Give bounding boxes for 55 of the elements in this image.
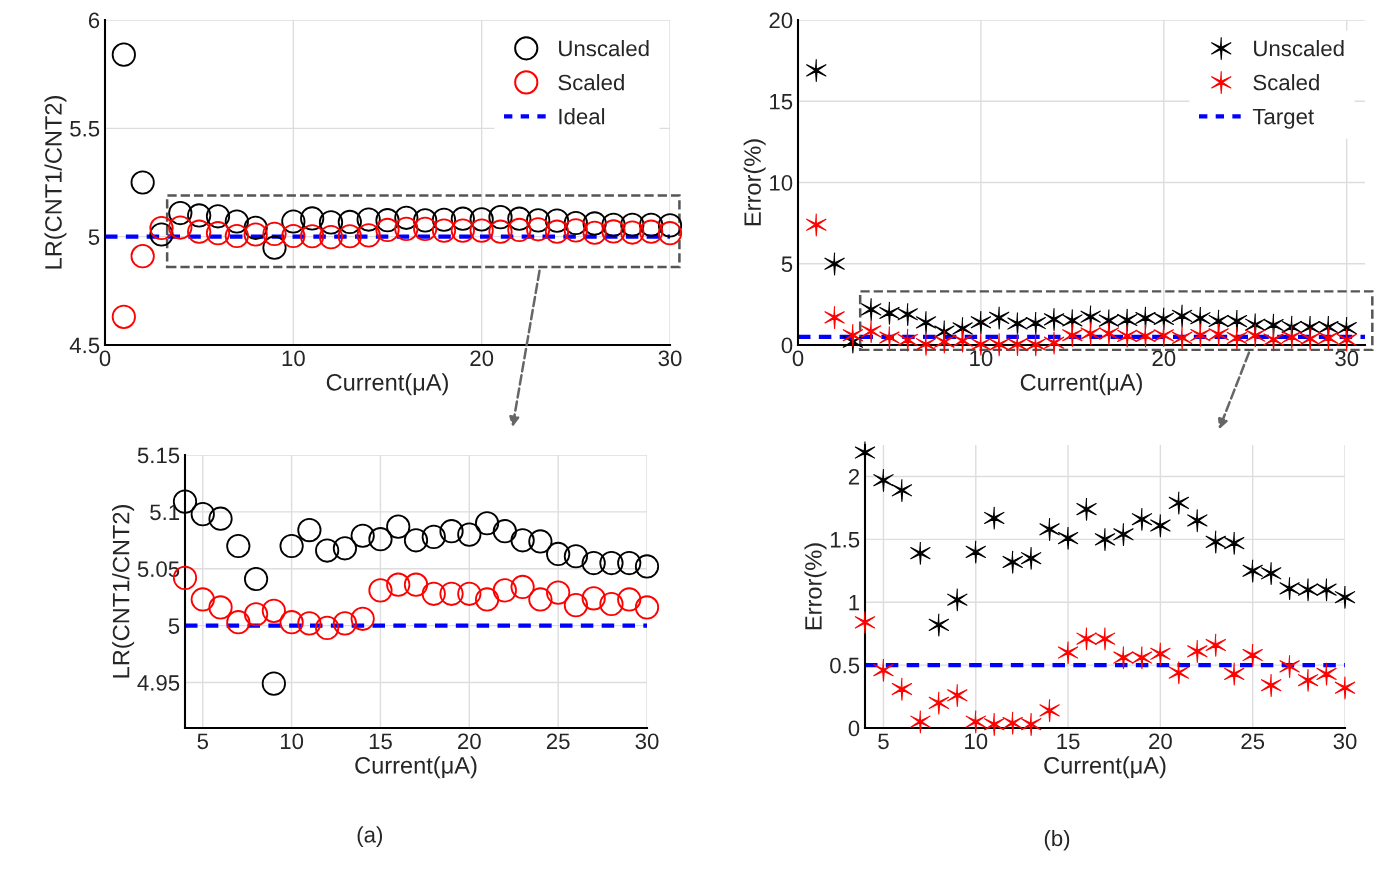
x-tick-label: 15 (369, 733, 392, 750)
y-tick-label: 5.1 (150, 504, 180, 521)
y-tick-label: 15 (770, 94, 793, 110)
x-tick-label: 0 (792, 350, 804, 367)
legend-label: Target (1252, 108, 1314, 129)
x-axis-title: Current(μA) (1044, 756, 1166, 779)
y-axis-title: Error(%) (804, 543, 827, 630)
x-tick-label: 30 (635, 733, 659, 750)
y-tick-label: 0 (848, 720, 860, 737)
y-axis-title: Error(%) (743, 139, 766, 226)
x-tick-label: 30 (1333, 733, 1357, 750)
x-tick-label: 25 (1241, 733, 1265, 750)
y-tick-label: 5 (88, 229, 100, 245)
y-tick-label: 5.05 (137, 561, 180, 578)
legend-label: Unscaled (559, 40, 649, 57)
y-axis-title: LR(CNT1/CNT2) (44, 96, 67, 269)
x-axis-title: Current(μA) (326, 373, 448, 396)
y-tick-label: 1 (849, 594, 860, 611)
y-axis-title: LR(CNT1/CNT2) (112, 505, 135, 678)
legend-label: Ideal (559, 108, 605, 125)
y-tick-label: 0.5 (830, 657, 860, 674)
x-tick-label: 20 (1152, 350, 1176, 367)
y-tick-label: 1.5 (830, 532, 860, 548)
y-tick-label: 2 (848, 468, 860, 485)
x-tick-label: 25 (546, 733, 570, 750)
text: (b) (1044, 829, 1070, 851)
x-tick-label: 30 (1335, 350, 1359, 367)
y-tick-label: 5.15 (137, 447, 180, 464)
x-tick-label: 5 (878, 733, 889, 750)
legend-label: Scaled (1253, 74, 1319, 91)
y-tick-label: 0 (781, 337, 793, 354)
x-tick-label: 10 (280, 733, 304, 750)
x-tick-label: 10 (282, 350, 305, 367)
x-tick-label: 0 (99, 350, 111, 367)
x-tick-label: 20 (1149, 733, 1172, 750)
y-tick-label: 5 (781, 256, 793, 273)
legend-label: Unscaled (1254, 40, 1344, 57)
x-tick-label: 20 (470, 350, 494, 367)
x-tick-label: 5 (197, 733, 209, 750)
y-tick-label: 4.95 (137, 675, 180, 691)
x-tick-label: 10 (965, 733, 988, 750)
y-tick-label: 5 (168, 618, 180, 634)
x-tick-label: 10 (970, 350, 993, 367)
x-tick-label: 30 (658, 350, 682, 367)
y-tick-label: 5.5 (70, 121, 100, 137)
x-tick-label: 20 (458, 733, 481, 750)
y-tick-label: 10 (770, 175, 793, 191)
y-tick-label: 4.5 (69, 337, 100, 354)
x-axis-title: Current(μA) (1020, 373, 1142, 396)
y-tick-label: 20 (769, 12, 793, 29)
legend-label: Scaled (558, 74, 624, 91)
text: (a) (357, 826, 382, 847)
x-tick-label: 15 (1057, 733, 1080, 750)
x-axis-title: Current(μA) (355, 756, 477, 779)
y-tick-label: 6 (88, 12, 100, 29)
